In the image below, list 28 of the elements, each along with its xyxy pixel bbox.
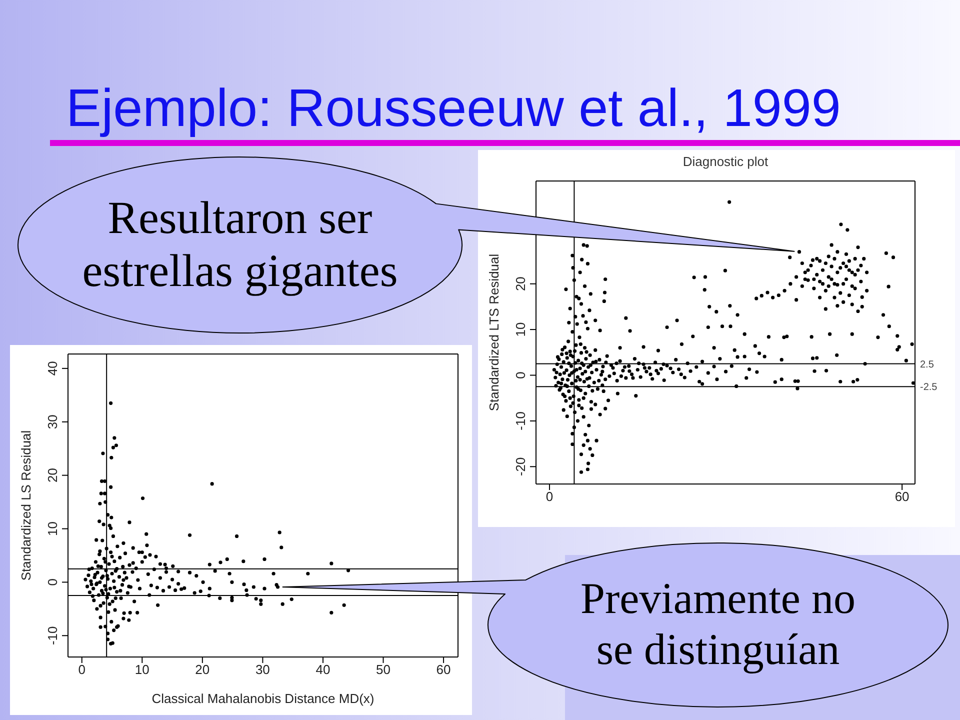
y-tick-label: 10 <box>513 322 528 337</box>
chart-title: Diagnostic plot <box>682 154 770 169</box>
x-axis-title: Classical Mahalanobis Distance MD(x) <box>152 691 374 706</box>
ref-line-label: -2.5 <box>920 382 938 394</box>
x-tick-label: 30 <box>255 662 270 678</box>
x-tick-label: 20 <box>195 662 210 678</box>
y-tick-label: 20 <box>45 468 60 483</box>
y-axis-title: Standardized LTS Residual <box>486 254 502 412</box>
y-tick-label: 0 <box>45 578 60 586</box>
y-tick-label: -10 <box>45 626 60 646</box>
annotation: Resultaron ser estrellas gigantes <box>81 192 399 298</box>
annotation: Previamente no se distinguían <box>580 574 856 676</box>
y-tick-label: 30 <box>45 414 60 430</box>
y-tick-label: 20 <box>513 276 528 292</box>
y-tick-label: 0 <box>513 372 528 379</box>
x-tick-label: 0 <box>78 662 86 678</box>
x-tick-label: 60 <box>894 489 910 504</box>
y-tick-label: 10 <box>45 522 60 536</box>
x-tick-label: 50 <box>376 662 390 678</box>
text: Ejemplo: Rousseeuw et al., 1999 <box>66 79 841 138</box>
y-tick-label: -20 <box>513 457 528 476</box>
x-tick-label: 60 <box>436 662 451 678</box>
y-tick-label: -10 <box>513 412 528 430</box>
x-tick-label: 40 <box>316 662 330 678</box>
y-tick-label: 40 <box>45 361 60 376</box>
x-tick-label: 10 <box>134 662 150 678</box>
y-axis-title: Standardized LS Residual <box>18 430 34 581</box>
ref-line-label: 2.5 <box>920 359 934 370</box>
